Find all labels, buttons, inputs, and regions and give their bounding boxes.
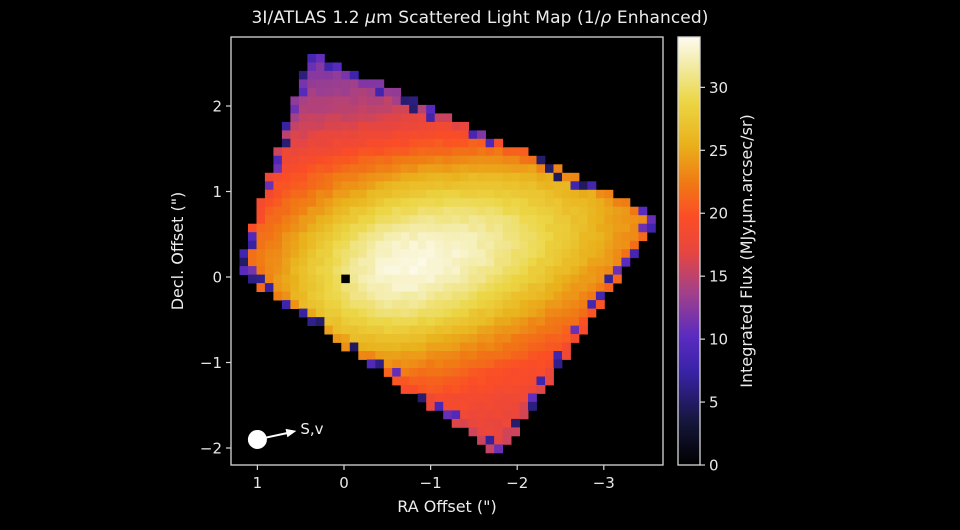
sun-velocity-label: S,v (300, 420, 323, 438)
colorbar-axis: 0 5 10 15 20 25 30 (700, 79, 728, 475)
y-tick-label: −1 (200, 354, 222, 372)
arrow-head-icon (285, 428, 297, 438)
colorbar-tick-label: 10 (709, 331, 728, 349)
plot-frame (230, 36, 664, 466)
sun-velocity-annotation: S,v (247, 420, 324, 449)
y-axis-label: Decl. Offset (") (168, 192, 187, 311)
y-tick-label: 1 (212, 183, 222, 201)
x-tick-label: −2 (506, 474, 528, 492)
colorbar-frame (677, 36, 701, 466)
x-tick-label: −3 (593, 474, 615, 492)
colorbar-label: Integrated Flux (MJy.μm.arcsec/sr) (737, 114, 756, 387)
x-axis: 1 0 −1 −2 −3 (253, 465, 615, 492)
x-tick-label: −1 (420, 474, 442, 492)
colorbar-tick-label: 0 (709, 457, 719, 475)
colorbar-tick-label: 20 (709, 205, 728, 223)
chart-title: 3I/ATLAS 1.2 μm Scattered Light Map (1/ρ… (251, 8, 709, 28)
x-tick-label: 0 (339, 474, 349, 492)
colorbar-tick-label: 25 (709, 142, 728, 160)
colorbar-tick-label: 5 (709, 394, 719, 412)
y-tick-label: 0 (212, 269, 222, 287)
y-tick-label: 2 (212, 98, 222, 116)
colorbar-tick-label: 30 (709, 79, 728, 97)
colorbar-tick-label: 15 (709, 268, 728, 286)
x-axis-label: RA Offset (") (397, 497, 497, 516)
y-tick-label: −2 (200, 440, 222, 458)
colorbar (678, 37, 700, 465)
y-axis: 2 1 0 −1 −2 (200, 98, 231, 458)
heatmap-image (239, 54, 656, 454)
x-tick-label: 1 (253, 474, 263, 492)
